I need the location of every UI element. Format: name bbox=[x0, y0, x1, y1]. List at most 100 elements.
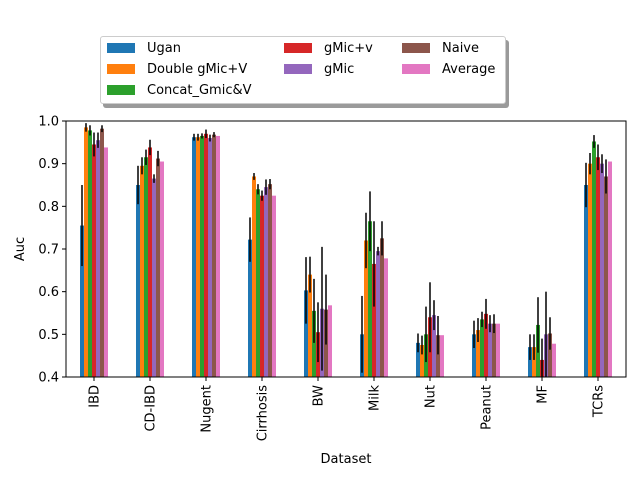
bar-concat-gmic-v-milk bbox=[368, 221, 372, 377]
legend-item-double-gmic-v: Double gMic+V bbox=[107, 61, 247, 77]
y-tick-label: 0.8 bbox=[38, 200, 59, 215]
bar-concat-gmic-v-nugent bbox=[200, 135, 204, 377]
bars-layer bbox=[80, 127, 612, 377]
y-axis-label: Auc bbox=[13, 237, 28, 261]
legend-label-gmic-plus-v: gMic+v bbox=[324, 40, 373, 56]
bar-double-gmic-v-ibd bbox=[84, 127, 88, 377]
bar-concat-gmic-v-cirrhosis bbox=[256, 189, 260, 377]
legend-label-average: Average bbox=[442, 61, 496, 77]
bar-ugan-cd-ibd bbox=[136, 185, 140, 377]
bar-naive-nugent bbox=[212, 134, 216, 377]
bar-gmic-v-peanut bbox=[484, 313, 488, 377]
x-tick-label: TCRs bbox=[592, 385, 607, 418]
bar-concat-gmic-v-tcrs bbox=[592, 141, 596, 377]
legend-swatch-gmic bbox=[284, 64, 312, 74]
x-tick-label: IBD bbox=[88, 385, 103, 408]
y-axis: 0.4 0.5 0.6 0.7 0.8 0.9 1.0 bbox=[38, 115, 66, 386]
y-tick-label: 0.7 bbox=[38, 243, 59, 258]
bar-ugan-cirrhosis bbox=[248, 239, 252, 377]
bar-concat-gmic-v-cd-ibd bbox=[144, 157, 148, 377]
bar-ugan-nut bbox=[416, 342, 420, 377]
legend-label-concat-gmic-v: Concat_Gmic&V bbox=[147, 82, 252, 98]
bar-concat-gmic-v-peanut bbox=[480, 319, 484, 377]
bar-concat-gmic-v-bw bbox=[312, 310, 316, 377]
legend-swatch-average bbox=[402, 64, 430, 74]
bar-average-peanut bbox=[496, 323, 500, 377]
bar-gmic-v-cirrhosis bbox=[260, 195, 264, 377]
bar-double-gmic-v-cd-ibd bbox=[140, 165, 144, 377]
legend-item-concat-gmic-v: Concat_Gmic&V bbox=[107, 82, 252, 98]
bar-average-nugent bbox=[216, 135, 220, 377]
bar-average-tcrs bbox=[608, 161, 612, 377]
y-tick-label: 0.9 bbox=[38, 157, 59, 172]
bar-average-mf bbox=[552, 343, 556, 377]
bar-ugan-tcrs bbox=[584, 185, 588, 377]
legend-item-gmic: gMic bbox=[284, 61, 354, 77]
bar-gmic-nut bbox=[432, 315, 436, 377]
bar-double-gmic-v-tcrs bbox=[588, 163, 592, 377]
bar-naive-milk bbox=[380, 238, 384, 377]
y-tick-label: 0.6 bbox=[38, 285, 59, 300]
legend-label-gmic: gMic bbox=[324, 61, 355, 77]
bar-naive-cirrhosis bbox=[268, 184, 272, 377]
x-tick-label: MF bbox=[536, 385, 551, 404]
legend-item-gmic-plus-v: gMic+v bbox=[284, 40, 373, 56]
x-tick-label: Nut bbox=[424, 385, 439, 408]
x-tick-label: BW bbox=[312, 385, 327, 406]
bar-ugan-bw bbox=[304, 290, 308, 377]
bar-gmic-v-ibd bbox=[92, 144, 96, 377]
bar-average-cd-ibd bbox=[160, 161, 164, 377]
bar-gmic-cd-ibd bbox=[152, 178, 156, 377]
bar-gmic-tcrs bbox=[600, 163, 604, 377]
x-tick-label: CD-IBD bbox=[144, 385, 159, 432]
bar-double-gmic-v-nugent bbox=[196, 137, 200, 377]
legend-label-double-gmic-v: Double gMic+V bbox=[147, 61, 248, 77]
bar-gmic-nugent bbox=[208, 138, 212, 377]
bar-naive-nut bbox=[436, 335, 440, 377]
x-tick-label: Nugent bbox=[200, 385, 215, 433]
bar-gmic-milk bbox=[376, 251, 380, 377]
legend: Ugan Double gMic+V Concat_Gmic&V gMic+v … bbox=[100, 36, 506, 104]
bar-gmic-cirrhosis bbox=[264, 187, 268, 377]
legend-item-naive: Naive bbox=[402, 40, 479, 56]
bar-gmic-v-nugent bbox=[204, 133, 208, 377]
bar-naive-peanut bbox=[492, 323, 496, 377]
bar-average-milk bbox=[384, 258, 388, 377]
bar-naive-cd-ibd bbox=[156, 158, 160, 377]
legend-swatch-naive bbox=[402, 43, 430, 53]
legend-label-naive: Naive bbox=[442, 40, 479, 56]
legend-swatch-concat-gmic-v bbox=[107, 85, 135, 95]
bar-average-cirrhosis bbox=[272, 195, 276, 377]
legend-item-average: Average bbox=[402, 61, 495, 77]
legend-swatch-ugan bbox=[107, 43, 135, 53]
bar-naive-ibd bbox=[100, 128, 104, 377]
bar-gmic-peanut bbox=[488, 323, 492, 377]
bar-gmic-ibd bbox=[96, 140, 100, 377]
legend-label-ugan: Ugan bbox=[147, 40, 181, 56]
bar-naive-mf bbox=[548, 333, 552, 377]
errors-layer bbox=[81, 123, 607, 377]
bar-average-ibd bbox=[104, 147, 108, 377]
bar-average-bw bbox=[328, 305, 332, 377]
bar-ugan-ibd bbox=[80, 225, 84, 377]
y-tick-label: 0.4 bbox=[38, 371, 59, 386]
bar-average-nut bbox=[440, 335, 444, 377]
bar-double-gmic-v-milk bbox=[364, 240, 368, 377]
bar-double-gmic-v-nut bbox=[420, 345, 424, 377]
legend-swatch-gmic-plus-v bbox=[284, 43, 312, 53]
x-axis: IBD CD-IBD Nugent Cirrhosis BW Milk Nut Peanut M… bbox=[88, 377, 607, 441]
y-tick-label: 1.0 bbox=[38, 115, 59, 130]
bar-double-gmic-v-peanut bbox=[476, 330, 480, 377]
x-axis-label: Dataset bbox=[321, 452, 372, 467]
bar-double-gmic-v-bw bbox=[308, 274, 312, 377]
legend-item-ugan: Ugan bbox=[107, 40, 181, 56]
x-tick-label: Peanut bbox=[480, 385, 495, 430]
y-tick-label: 0.5 bbox=[38, 328, 59, 343]
bar-gmic-v-tcrs bbox=[596, 157, 600, 377]
x-tick-label: Cirrhosis bbox=[256, 385, 271, 441]
bar-ugan-mf bbox=[528, 347, 532, 377]
legend-swatch-double-gmic-v bbox=[107, 64, 135, 74]
x-tick-label: Milk bbox=[368, 385, 383, 411]
